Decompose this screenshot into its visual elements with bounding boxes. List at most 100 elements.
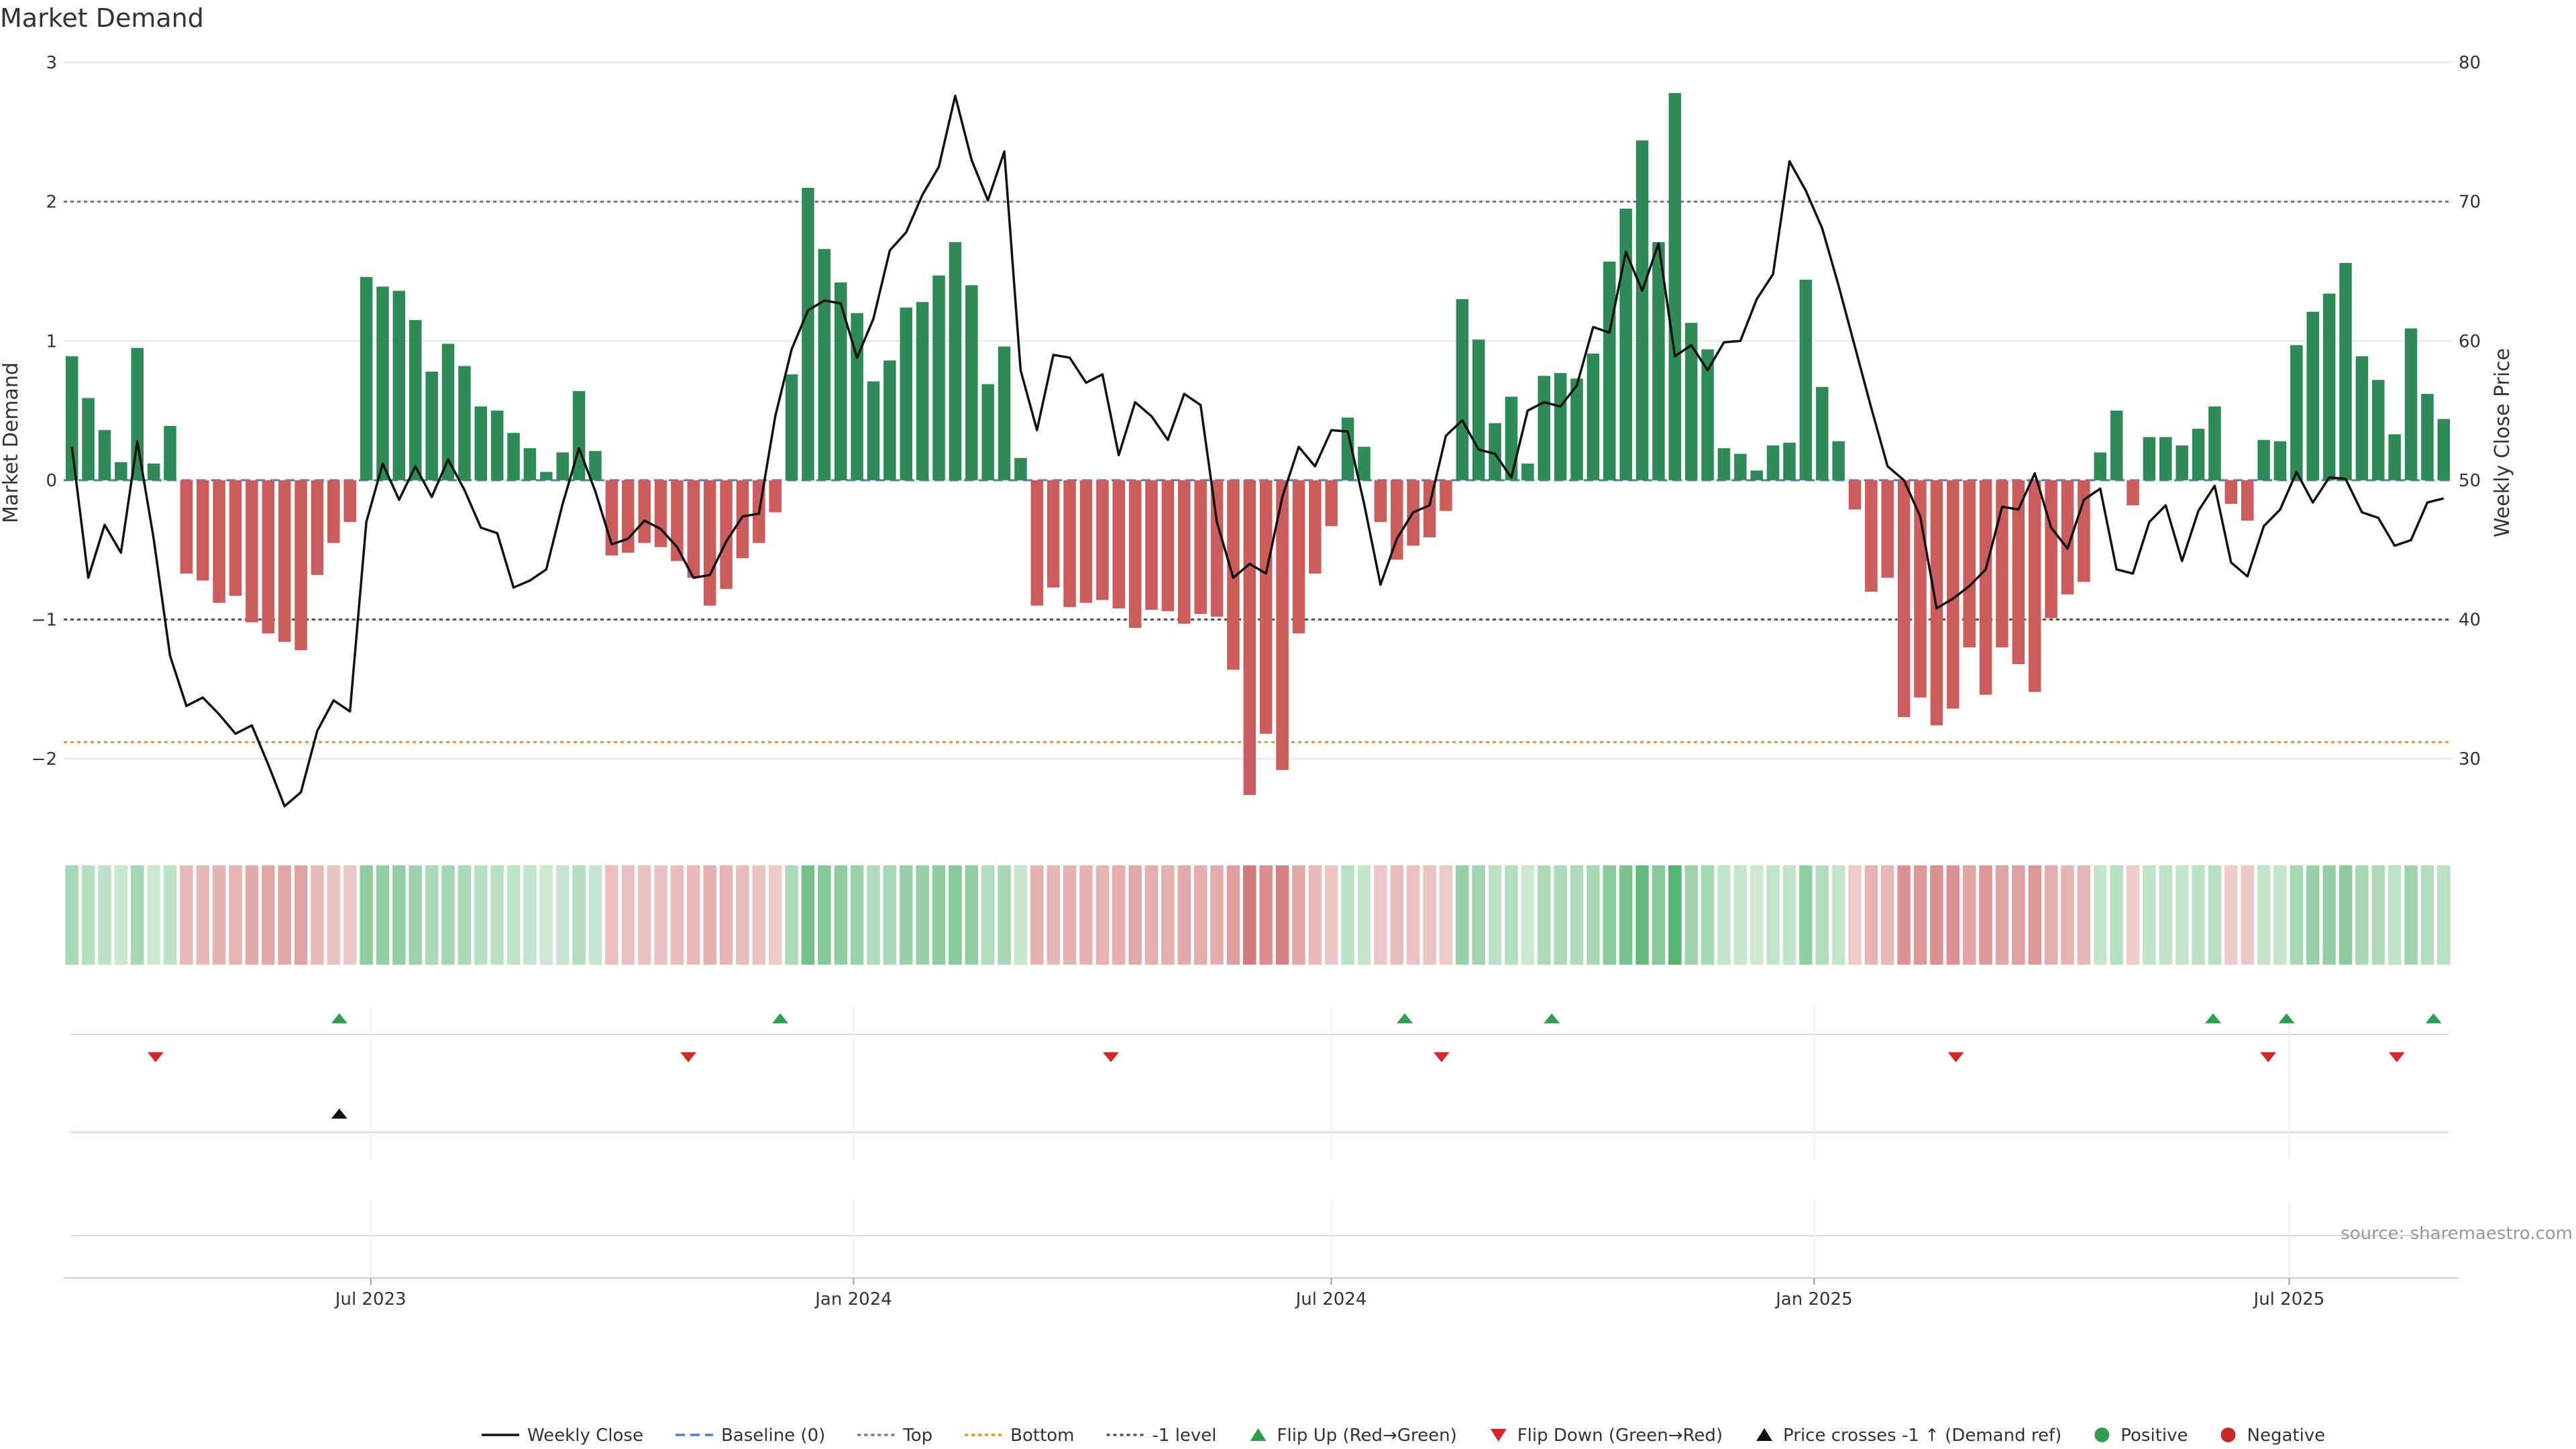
demand-bar (2045, 480, 2057, 619)
demand-bar (1587, 353, 1600, 480)
demand-bar (965, 285, 978, 480)
signal-markers (147, 1013, 2442, 1119)
demand-bar (2012, 480, 2025, 664)
right-axis-title: Weekly Close Price (2491, 348, 2514, 537)
strip-cell (392, 865, 406, 965)
strip-cell (785, 865, 798, 965)
demand-bar (556, 452, 569, 480)
strip-cell (1750, 865, 1764, 965)
strip-cell (1668, 865, 1682, 965)
demand-bar (1750, 470, 1763, 480)
demand-bar (2176, 445, 2188, 480)
legend-swatch (2094, 1428, 2110, 1442)
strip-cell (1193, 865, 1208, 965)
demand-bar (343, 480, 356, 523)
strip-cell (523, 865, 537, 965)
strip-cell (409, 865, 422, 965)
strip-cell (2208, 865, 2222, 965)
x-tick-label: Jan 2024 (814, 1289, 892, 1309)
flip-up-marker (772, 1013, 788, 1024)
strip-cell (1570, 865, 1584, 965)
strip-cell (1864, 865, 1878, 965)
strip-cell (196, 865, 210, 965)
strip-cell (1505, 865, 1518, 965)
strip-cell (180, 865, 193, 965)
demand-bar (1914, 480, 1927, 698)
strip-cell (1063, 865, 1077, 965)
demand-bar (1063, 480, 1076, 607)
strip-cell (687, 865, 700, 965)
strip-cell (245, 865, 259, 965)
strip-cell (998, 865, 1011, 965)
strip-cell (1308, 865, 1322, 965)
left-tick-label: 0 (46, 471, 57, 491)
right-axis: 30 40 50 60 70 80 (2459, 53, 2481, 769)
demand-bar (2404, 328, 2418, 480)
demand-bar (1096, 480, 1109, 600)
x-tick-label: Jan 2025 (1774, 1289, 1853, 1309)
strip-cell (2404, 865, 2418, 965)
demand-bar (867, 381, 880, 480)
strip-cell (1587, 865, 1600, 965)
strip-cell (1635, 865, 1649, 965)
strip-cell (1275, 865, 1289, 965)
flip-down-marker (2388, 1052, 2405, 1063)
demand-bar (409, 320, 422, 480)
right-tick-label: 40 (2459, 610, 2481, 631)
legend-label: Positive (2121, 1426, 2188, 1446)
demand-bar (1881, 480, 1894, 578)
demand-bar (2208, 406, 2221, 480)
demand-bar (2388, 434, 2401, 480)
demand-bar (818, 249, 831, 480)
demand-bar (2339, 262, 2352, 480)
demand-bars (65, 93, 2451, 796)
demand-bar (949, 241, 962, 480)
flip-up-marker (1397, 1013, 1413, 1024)
demand-bar (1194, 480, 1207, 614)
flip-down-marker (147, 1052, 164, 1063)
legend-label: Negative (2247, 1426, 2326, 1446)
demand-bar (2028, 480, 2041, 692)
demand-bar (1652, 241, 1665, 480)
demand-bar (523, 448, 537, 480)
demand-bar (311, 480, 324, 576)
strip-cell (441, 865, 455, 965)
demand-bar (1374, 480, 1387, 523)
strip-cell (65, 865, 78, 965)
right-tick-label: 80 (2459, 53, 2481, 73)
strip-cell (654, 865, 667, 965)
flip-up-marker (2425, 1013, 2442, 1024)
strip-cell (1603, 865, 1616, 965)
demand-bar (1292, 480, 1305, 634)
strip-cell (2094, 865, 2107, 965)
demand-bar (164, 425, 176, 480)
strip-cell (1341, 865, 1354, 965)
right-tick-label: 70 (2459, 193, 2481, 213)
strip-cell (2175, 865, 2189, 965)
strip-cell (212, 865, 226, 965)
demand-bar (392, 290, 406, 480)
strip-cell (1733, 865, 1748, 965)
demand-bar (180, 480, 193, 574)
demand-bar (1472, 339, 1485, 480)
strip-cell (1014, 865, 1028, 965)
x-tick-label: Jul 2025 (2253, 1289, 2325, 1309)
strip-cell (1128, 865, 1142, 965)
demand-bar (115, 462, 127, 480)
demand-bar (1390, 480, 1403, 560)
demand-bar (65, 356, 78, 480)
demand-bar (1456, 299, 1469, 480)
demand-bar (2306, 311, 2320, 480)
demand-bar (1014, 458, 1027, 480)
strip-cell (1554, 865, 1567, 965)
demand-bar (1358, 447, 1371, 480)
strip-cell (1782, 865, 1796, 965)
demand-bar (2241, 480, 2254, 521)
demand-bar (1947, 480, 1960, 709)
strip-cell (147, 865, 160, 965)
strip-cell (2110, 865, 2123, 965)
demand-strip (65, 865, 2451, 965)
strip-cell (2044, 865, 2058, 965)
strip-cell (163, 865, 177, 965)
strip-cell (490, 865, 504, 965)
